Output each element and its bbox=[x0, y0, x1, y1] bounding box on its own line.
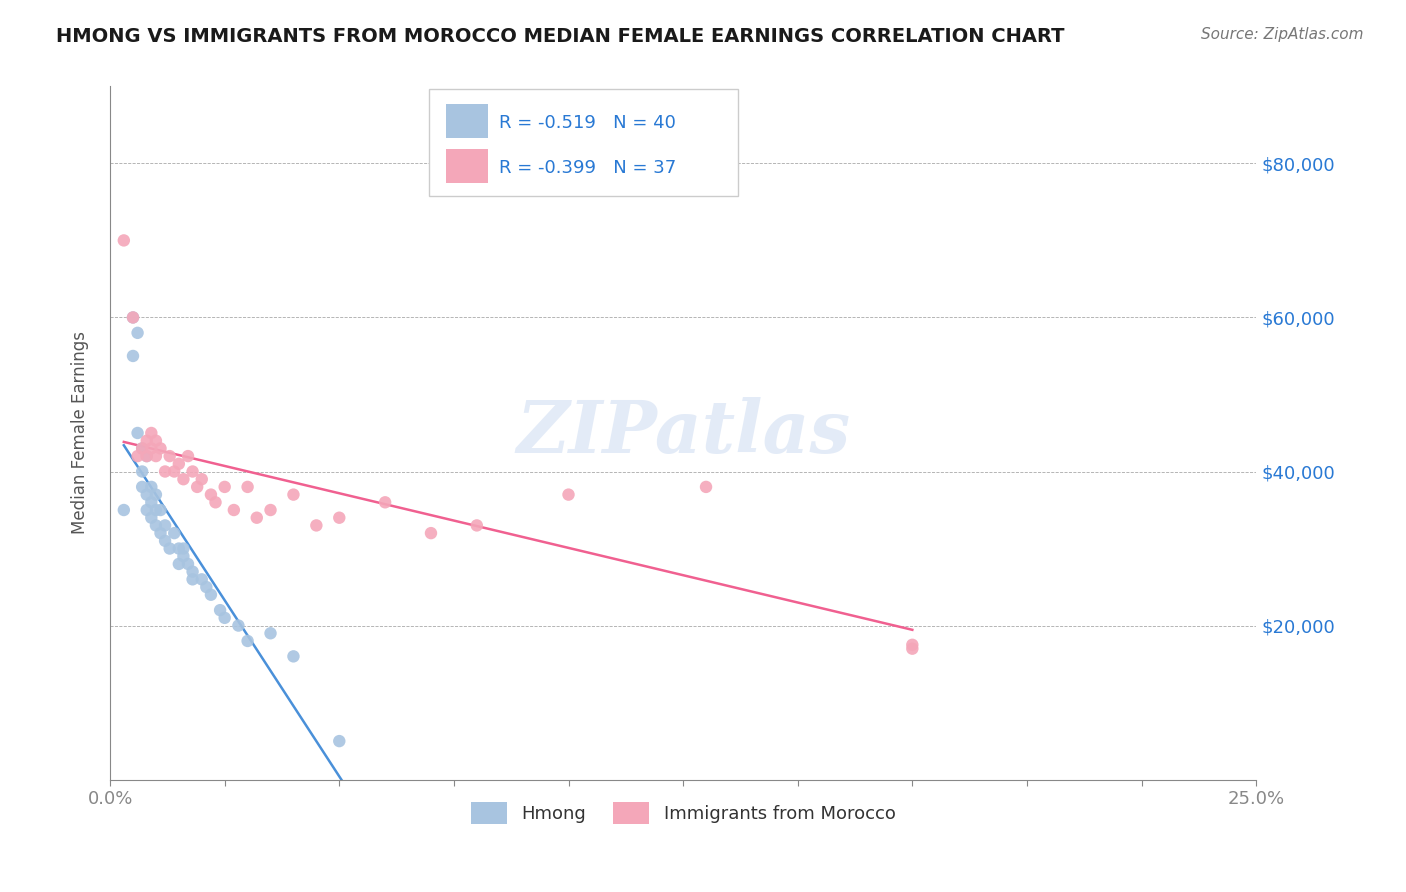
Point bbox=[149, 503, 172, 517]
Point bbox=[153, 533, 176, 548]
Y-axis label: Median Female Earnings: Median Female Earnings bbox=[72, 332, 89, 534]
Point bbox=[420, 526, 443, 541]
Point bbox=[328, 510, 350, 524]
Point bbox=[141, 510, 163, 524]
Point bbox=[172, 541, 194, 556]
Point bbox=[127, 425, 149, 440]
Point bbox=[195, 580, 218, 594]
Point bbox=[153, 518, 176, 533]
Point bbox=[145, 449, 167, 463]
Point bbox=[135, 434, 157, 448]
Point bbox=[374, 495, 396, 509]
Point bbox=[204, 495, 226, 509]
Point bbox=[145, 487, 167, 501]
Point bbox=[135, 449, 157, 463]
Point bbox=[145, 434, 167, 448]
Point bbox=[149, 526, 172, 541]
Point bbox=[131, 442, 153, 456]
Point bbox=[163, 526, 186, 541]
Point bbox=[214, 480, 236, 494]
Point bbox=[209, 603, 232, 617]
Point bbox=[181, 572, 204, 586]
Point bbox=[159, 449, 181, 463]
Point bbox=[127, 326, 149, 340]
Point bbox=[122, 310, 145, 325]
Point bbox=[112, 503, 135, 517]
Point bbox=[135, 503, 157, 517]
Point bbox=[141, 495, 163, 509]
Point bbox=[259, 626, 281, 640]
Point bbox=[127, 449, 149, 463]
Point bbox=[177, 449, 200, 463]
Point bbox=[131, 442, 153, 456]
Point bbox=[328, 734, 350, 748]
Point bbox=[200, 487, 222, 501]
Point bbox=[135, 449, 157, 463]
Point bbox=[163, 465, 186, 479]
Point bbox=[141, 442, 163, 456]
Point bbox=[172, 472, 194, 486]
Point bbox=[228, 618, 250, 632]
Point bbox=[122, 349, 145, 363]
Point bbox=[236, 634, 259, 648]
Point bbox=[131, 465, 153, 479]
Point bbox=[167, 557, 190, 571]
Text: ZIPatlas: ZIPatlas bbox=[516, 398, 851, 468]
Point bbox=[214, 611, 236, 625]
Point bbox=[181, 565, 204, 579]
Point bbox=[167, 541, 190, 556]
Point bbox=[246, 510, 269, 524]
Point bbox=[167, 457, 190, 471]
Point bbox=[305, 518, 328, 533]
Point bbox=[145, 518, 167, 533]
Point bbox=[177, 557, 200, 571]
Point bbox=[557, 487, 579, 501]
Point bbox=[222, 503, 245, 517]
Point bbox=[153, 465, 176, 479]
Point bbox=[200, 588, 222, 602]
Legend: Hmong, Immigrants from Morocco: Hmong, Immigrants from Morocco bbox=[461, 793, 904, 833]
Point bbox=[181, 465, 204, 479]
Point bbox=[135, 487, 157, 501]
Point bbox=[112, 234, 135, 248]
Point bbox=[901, 638, 924, 652]
Point bbox=[145, 503, 167, 517]
Point bbox=[141, 425, 163, 440]
Text: R = -0.399   N = 37: R = -0.399 N = 37 bbox=[499, 159, 676, 177]
Point bbox=[172, 549, 194, 564]
Point bbox=[283, 487, 305, 501]
Point bbox=[149, 442, 172, 456]
Point bbox=[141, 480, 163, 494]
Text: HMONG VS IMMIGRANTS FROM MOROCCO MEDIAN FEMALE EARNINGS CORRELATION CHART: HMONG VS IMMIGRANTS FROM MOROCCO MEDIAN … bbox=[56, 27, 1064, 45]
Point bbox=[122, 310, 145, 325]
Point bbox=[190, 572, 212, 586]
Point bbox=[283, 649, 305, 664]
Point bbox=[190, 472, 212, 486]
Point bbox=[695, 480, 717, 494]
Point bbox=[131, 480, 153, 494]
Point bbox=[465, 518, 488, 533]
Point bbox=[236, 480, 259, 494]
Text: R = -0.519   N = 40: R = -0.519 N = 40 bbox=[499, 114, 676, 132]
Point bbox=[186, 480, 208, 494]
Point bbox=[159, 541, 181, 556]
Text: Source: ZipAtlas.com: Source: ZipAtlas.com bbox=[1201, 27, 1364, 42]
Point bbox=[901, 641, 924, 656]
Point bbox=[259, 503, 281, 517]
